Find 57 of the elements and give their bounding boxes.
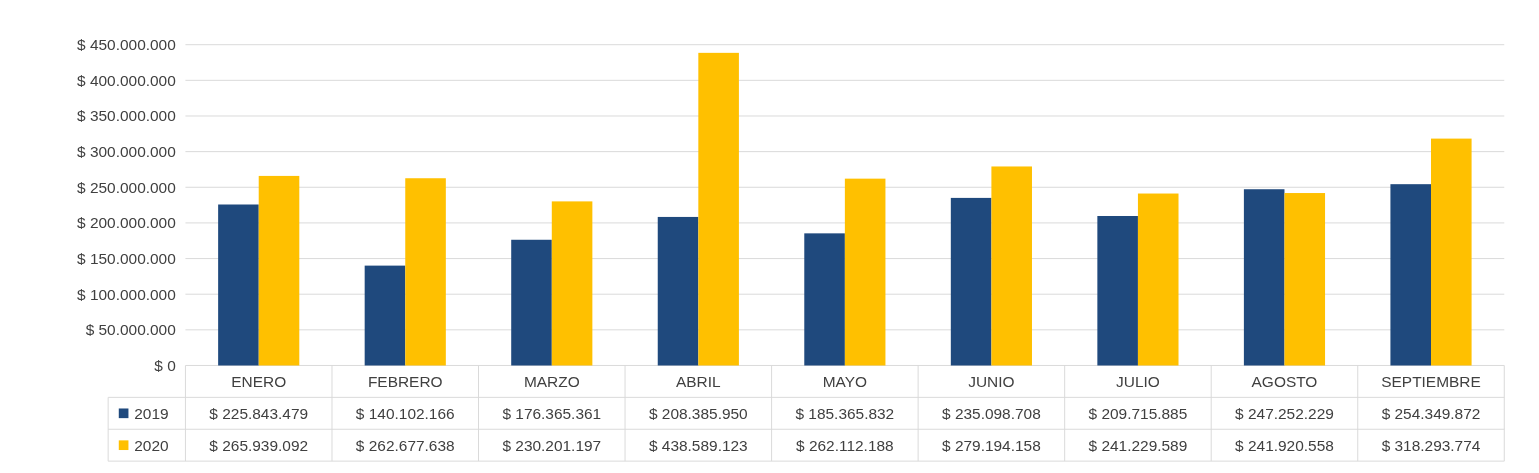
data-label: $ 265.939.092 — [209, 436, 309, 454]
x-tick-label: AGOSTO — [1251, 372, 1318, 390]
bar — [1390, 184, 1432, 366]
data-label: $ 247.252.229 — [1235, 404, 1334, 422]
data-label: $ 230.201.197 — [502, 436, 602, 454]
y-tick-label: $ 400.000.000 — [77, 71, 176, 89]
bar — [804, 233, 845, 366]
legend-label: 2020 — [134, 436, 169, 454]
x-tick-label: MARZO — [523, 372, 580, 390]
bar — [1243, 189, 1285, 366]
bar — [1097, 215, 1138, 366]
bar — [364, 265, 406, 366]
data-label: $ 262.112.188 — [796, 436, 894, 454]
data-label: $ 185.365.832 — [795, 404, 895, 422]
bar — [511, 239, 552, 366]
bar — [950, 197, 992, 366]
data-label: $ 262.677.638 — [355, 436, 455, 454]
data-label: $ 254.349.872 — [1381, 404, 1481, 422]
data-label: $ 235.098.708 — [942, 404, 1041, 422]
x-tick-label: JULIO — [1116, 372, 1160, 390]
bar — [1137, 193, 1179, 366]
data-label: $ 208.385.950 — [648, 404, 748, 422]
bar — [258, 175, 300, 366]
x-tick-label: FEBRERO — [367, 372, 443, 390]
x-tick-label: SEPTIEMBRE — [1381, 372, 1481, 390]
data-label: $ 140.102.166 — [355, 404, 455, 422]
x-tick-label: JUNIO — [968, 372, 1015, 390]
y-tick-label: $ 200.000.000 — [77, 214, 176, 232]
bar — [1284, 193, 1326, 366]
bar — [844, 178, 886, 366]
bar — [551, 201, 593, 366]
data-label: $ 241.920.558 — [1235, 436, 1334, 454]
y-tick-label: $ 350.000.000 — [77, 107, 176, 125]
y-tick-label: $ 0 — [154, 356, 176, 374]
y-tick-label: $ 50.000.000 — [85, 321, 176, 339]
data-label: $ 241.229.589 — [1088, 436, 1188, 454]
data-label: $ 209.715.885 — [1088, 404, 1188, 422]
data-label: $ 279.194.158 — [942, 436, 1041, 454]
y-tick-label: $ 100.000.000 — [77, 285, 176, 303]
bar — [991, 166, 1032, 366]
x-tick-label: MAYO — [822, 372, 868, 390]
y-tick-label: $ 250.000.000 — [77, 178, 176, 196]
y-tick-label: $ 150.000.000 — [77, 249, 176, 267]
data-label: $ 225.843.479 — [209, 404, 309, 422]
x-tick-label: ABRIL — [676, 372, 722, 390]
bar — [657, 216, 699, 366]
data-label: $ 176.365.361 — [502, 404, 602, 422]
bar — [405, 178, 446, 366]
x-tick-label: ENERO — [231, 372, 287, 390]
bar — [218, 204, 259, 366]
data-label: $ 438.589.123 — [648, 436, 748, 454]
y-tick-label: $ 300.000.000 — [77, 143, 176, 161]
y-tick-label: $ 450.000.000 — [77, 36, 176, 54]
data-label: $ 318.293.774 — [1381, 436, 1481, 454]
legend-label: 2019 — [134, 404, 169, 422]
bar — [698, 52, 739, 366]
bar — [1431, 138, 1472, 366]
